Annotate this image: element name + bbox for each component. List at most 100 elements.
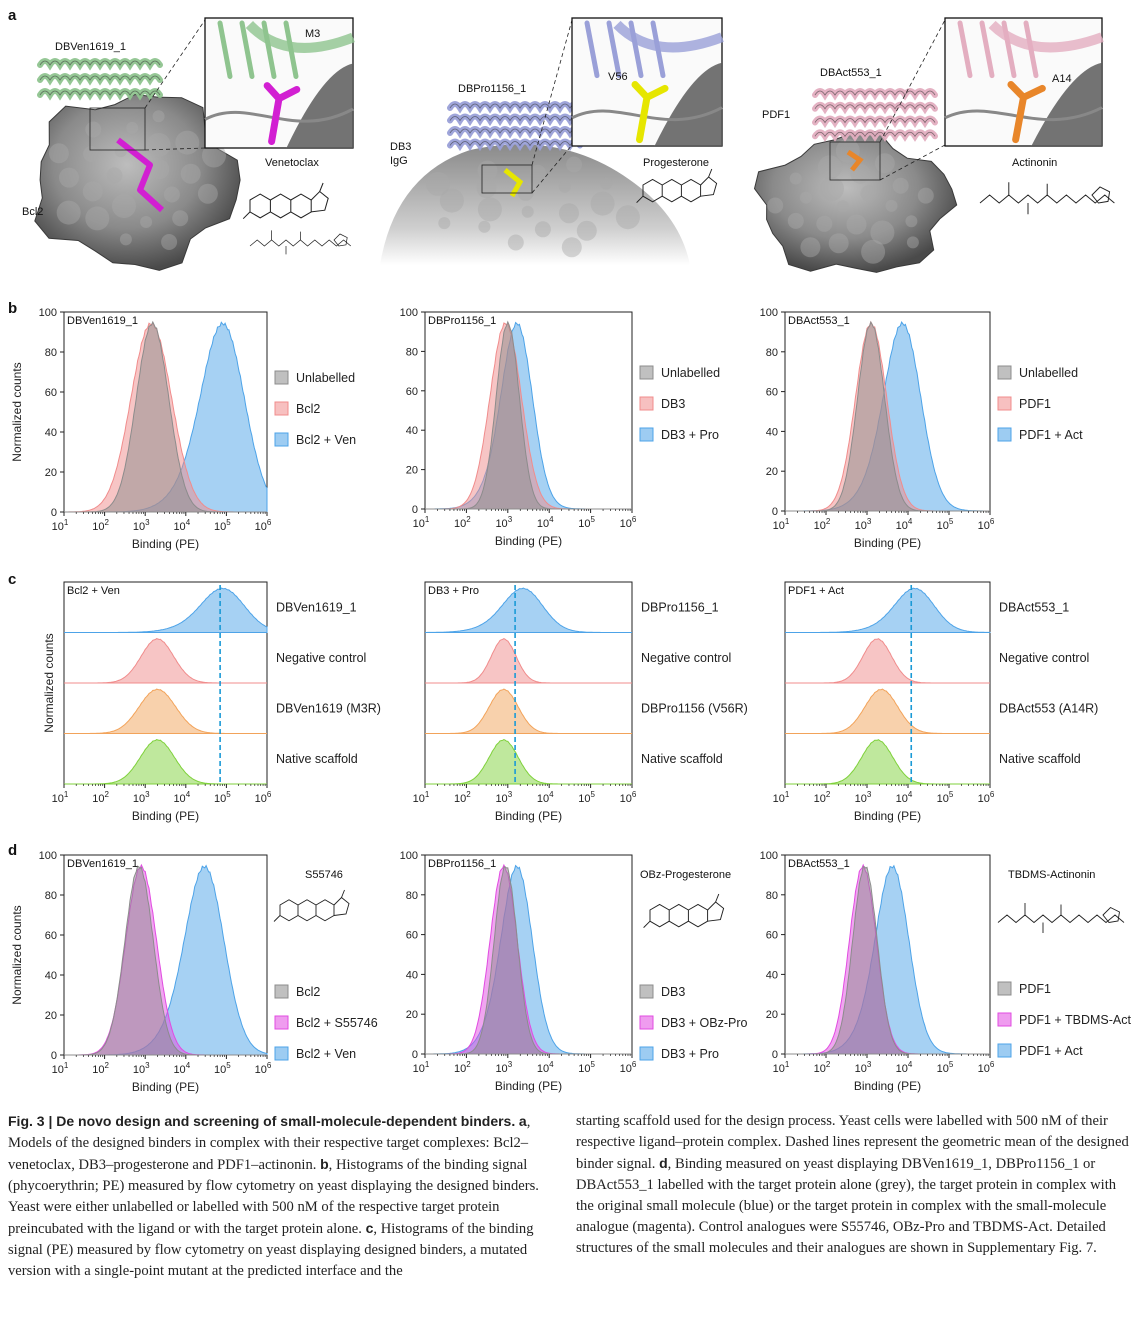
y-tick-label: 80 (766, 890, 778, 902)
surface-bump (172, 210, 189, 227)
x-tick-label: 102 (814, 790, 831, 805)
y-tick-label: 20 (406, 465, 418, 477)
row-label: Native scaffold (276, 752, 358, 766)
surface-bump (917, 187, 934, 204)
x-tick-exponent: 5 (226, 1061, 231, 1070)
surface-bump (85, 121, 102, 138)
x-tick-label: 103 (133, 518, 150, 533)
row-label: Native scaffold (641, 752, 723, 766)
caption-a-text: , Models of the designed binders in comp… (8, 1114, 531, 1173)
x-tick-label: 101 (773, 1060, 790, 1075)
ring (249, 193, 271, 219)
analogue-name: OBz-Progesterone (640, 869, 731, 881)
legend-swatch (997, 1043, 1012, 1058)
x-tick-label: 102 (92, 518, 109, 533)
pdf1-surface (753, 130, 958, 273)
legend-swatch (274, 432, 289, 447)
ring (707, 901, 725, 922)
y-tick-label: 80 (406, 346, 418, 358)
x-tick-label: 105 (937, 790, 954, 805)
x-axis-label: Binding (PE) (854, 536, 921, 550)
surface-bump (149, 159, 170, 180)
x-tick-label: 106 (620, 790, 637, 805)
inset-residue-label: M3 (305, 28, 320, 40)
surface-bump (559, 203, 579, 224)
inset-sidechain (584, 20, 600, 79)
caption-c-label: c (365, 1220, 374, 1236)
caption-d-text: , Binding measured on yeast displaying D… (576, 1156, 1117, 1256)
db3-surface (380, 144, 690, 265)
target-name-line2: IgG (390, 155, 408, 167)
legend-label: DB3 + Pro (661, 1047, 719, 1061)
helix-outline (39, 75, 161, 81)
y-tick-label: 20 (766, 1009, 778, 1021)
y-tick-label: 20 (45, 1010, 57, 1022)
target-name-line1: DB3 (390, 141, 411, 153)
x-tick-exponent: 6 (990, 1060, 995, 1069)
x-tick-exponent: 3 (145, 790, 150, 799)
progesterone-ligand (503, 168, 524, 198)
x-tick-label: 102 (454, 1060, 471, 1075)
histogram-DB3 (425, 866, 632, 1055)
inset-progesterone: V56 (571, 17, 724, 147)
x-tick-exponent: 1 (425, 1060, 430, 1069)
row-label: DBPro1156_1 (641, 600, 719, 614)
x-tick-label: 103 (133, 790, 150, 805)
y-tick-label: 40 (766, 969, 778, 981)
inset-ligand (631, 81, 669, 144)
legend-swatch (639, 396, 654, 411)
x-tick-label: 106 (255, 790, 272, 805)
x-axis-label: Binding (PE) (854, 809, 921, 823)
backbone (997, 914, 1125, 924)
x-tick-exponent: 4 (549, 790, 554, 799)
x-tick-exponent: 2 (826, 790, 831, 799)
surface-bump (767, 197, 784, 214)
x-tick-label: 104 (896, 790, 913, 805)
y-tick-label: 80 (45, 890, 57, 902)
surface-bump (885, 199, 898, 212)
plot-title: DBPro1156_1 (428, 315, 496, 327)
bond (242, 182, 324, 220)
legend-label: Bcl2 + Ven (296, 1047, 356, 1061)
row-label: DBVen1619 (M3R) (276, 701, 381, 715)
x-tick-exponent: 6 (267, 1061, 272, 1070)
legend-label: Bcl2 (296, 402, 320, 416)
y-tick-label: 40 (766, 426, 778, 438)
inset-helix (245, 20, 355, 53)
helix-outline (814, 118, 936, 124)
zoom-line (879, 144, 946, 181)
binder-name: DBPro1156_1 (458, 83, 526, 95)
ring (270, 193, 292, 219)
x-tick-label: 106 (620, 515, 637, 530)
caption-b-label: b (320, 1156, 329, 1172)
analogue-name: TBDMS-Actinonin (1008, 869, 1095, 881)
x-tick-label: 105 (214, 790, 231, 805)
x-tick-exponent: 4 (549, 515, 554, 524)
x-tick-label: 105 (937, 517, 954, 532)
x-axis-label: Binding (PE) (132, 1080, 199, 1094)
helix-outline (814, 104, 936, 110)
surface-bump (438, 217, 451, 230)
surface-bump (820, 176, 844, 201)
surface-bump (800, 237, 821, 258)
surface-bump (905, 215, 918, 228)
analogue-chain (997, 903, 1125, 933)
bond (271, 230, 301, 255)
figure-3: a b c d M3 DBVen1619_1 Bcl2 Venetoclax V56 DBPro… (8, 7, 1131, 1094)
helix-outline (449, 116, 581, 122)
inset-venetoclax: M3 (204, 17, 355, 149)
inset-actinonin: A14 (944, 17, 1104, 147)
zoom-line (144, 19, 206, 109)
x-tick-exponent: 3 (867, 1060, 872, 1069)
helix-outline (39, 60, 161, 66)
legend-swatch (274, 370, 289, 385)
x-tick-label: 106 (978, 517, 995, 532)
helix-outline (449, 103, 581, 109)
y-axis-label: Normalized counts (42, 633, 56, 732)
caption-c-text: , Histograms of the binding signal (PE) … (8, 1221, 534, 1279)
bond (643, 893, 720, 928)
ring (333, 896, 350, 916)
ring (297, 899, 317, 922)
surface-bump (529, 164, 546, 181)
